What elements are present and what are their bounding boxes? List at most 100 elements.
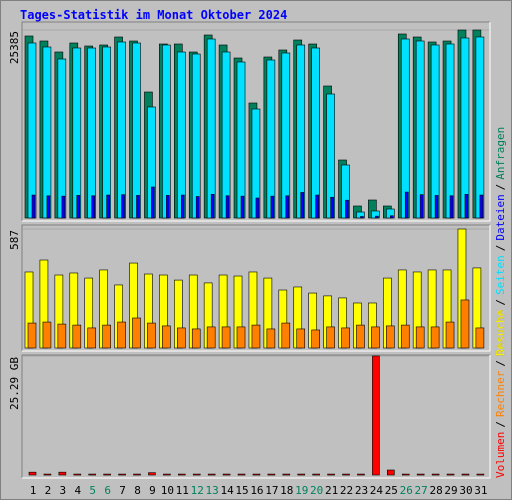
x-tick-label: 30	[459, 484, 472, 497]
bar	[476, 473, 485, 476]
bar	[221, 51, 231, 219]
bar	[266, 59, 276, 219]
bar	[357, 473, 365, 476]
bar	[103, 473, 111, 476]
bar	[102, 46, 111, 219]
bar	[386, 325, 395, 349]
bar	[57, 323, 67, 349]
bar	[151, 186, 155, 219]
x-tick-label: 12	[191, 484, 204, 497]
bar	[341, 327, 350, 349]
bar	[132, 42, 141, 219]
x-tick-label: 19	[295, 484, 308, 497]
x-tick-label: 14	[220, 484, 234, 497]
bar	[236, 326, 246, 349]
bar	[251, 324, 261, 349]
bar	[252, 473, 261, 476]
bar	[46, 195, 51, 219]
x-tick-label: 15	[235, 484, 248, 497]
bar	[162, 325, 171, 349]
bar	[73, 473, 82, 476]
bar	[106, 194, 110, 219]
bar	[192, 473, 201, 476]
bar	[177, 327, 186, 349]
bar	[178, 473, 186, 476]
x-tick-label: 1	[30, 484, 37, 497]
bar	[163, 473, 171, 476]
legend-entry: Besuche	[494, 310, 507, 356]
bar	[237, 473, 246, 476]
legend-separator: /	[494, 245, 507, 252]
panel-bevel	[21, 224, 490, 351]
bar	[191, 328, 201, 349]
legend-entry: Seiten	[494, 255, 507, 295]
bar	[330, 196, 334, 219]
bar	[446, 473, 455, 476]
y-tick-label: 25385	[8, 31, 21, 64]
bar	[222, 473, 231, 476]
bar	[87, 327, 97, 349]
x-tick-label: 27	[415, 484, 428, 497]
bar	[415, 326, 425, 349]
x-tick-label: 18	[280, 484, 293, 497]
x-tick-label: 16	[250, 484, 263, 497]
bar	[58, 471, 67, 476]
bar	[390, 215, 394, 219]
bar	[445, 43, 455, 219]
bar	[117, 41, 126, 219]
bar	[91, 195, 96, 219]
bar	[311, 47, 320, 219]
bar	[296, 328, 306, 349]
x-tick-label: 31	[474, 484, 487, 497]
bar	[400, 324, 410, 349]
x-tick-label: 6	[104, 484, 111, 497]
bar	[28, 471, 37, 476]
x-tick-label: 11	[176, 484, 189, 497]
panel-bevel	[22, 22, 491, 222]
bar	[281, 52, 291, 219]
bar	[206, 326, 216, 349]
panel-bevel	[22, 355, 491, 479]
bar	[404, 191, 409, 219]
bar	[225, 195, 230, 219]
x-tick-label: 5	[89, 484, 96, 497]
bar	[311, 329, 320, 349]
bar	[464, 194, 469, 219]
bar	[42, 46, 52, 219]
bar	[27, 322, 37, 349]
bar	[267, 473, 276, 476]
x-tick-label: 29	[444, 484, 457, 497]
bar	[372, 355, 380, 476]
legend-separator: /	[494, 184, 507, 191]
bar	[479, 194, 484, 219]
bar	[296, 44, 306, 219]
x-tick-label: 23	[355, 484, 368, 497]
x-tick-label: 8	[134, 484, 141, 497]
bar	[285, 195, 290, 219]
y-tick-label: 25.29 GB	[8, 357, 21, 410]
bar	[415, 40, 425, 219]
bar	[210, 194, 215, 219]
bar	[102, 324, 111, 349]
legend-entry: Anfragen	[494, 127, 507, 180]
panel-bevel	[21, 354, 490, 478]
bar	[300, 192, 305, 219]
bar	[207, 473, 216, 476]
bar	[147, 322, 156, 349]
bar	[445, 321, 455, 349]
bar	[387, 469, 395, 476]
bar	[315, 194, 319, 219]
y-tick-label: 587	[8, 230, 21, 250]
bar	[42, 321, 52, 349]
bar	[360, 216, 364, 219]
x-tick-label: 7	[119, 484, 126, 497]
legend-entry: Dateien	[494, 194, 507, 240]
bar	[326, 326, 335, 349]
legend-entry: Rechner	[494, 370, 507, 417]
bar	[240, 195, 245, 219]
bar	[133, 473, 141, 476]
panel-bevel	[22, 225, 491, 352]
bar	[27, 42, 37, 219]
bar	[430, 326, 440, 349]
bar	[221, 326, 231, 349]
